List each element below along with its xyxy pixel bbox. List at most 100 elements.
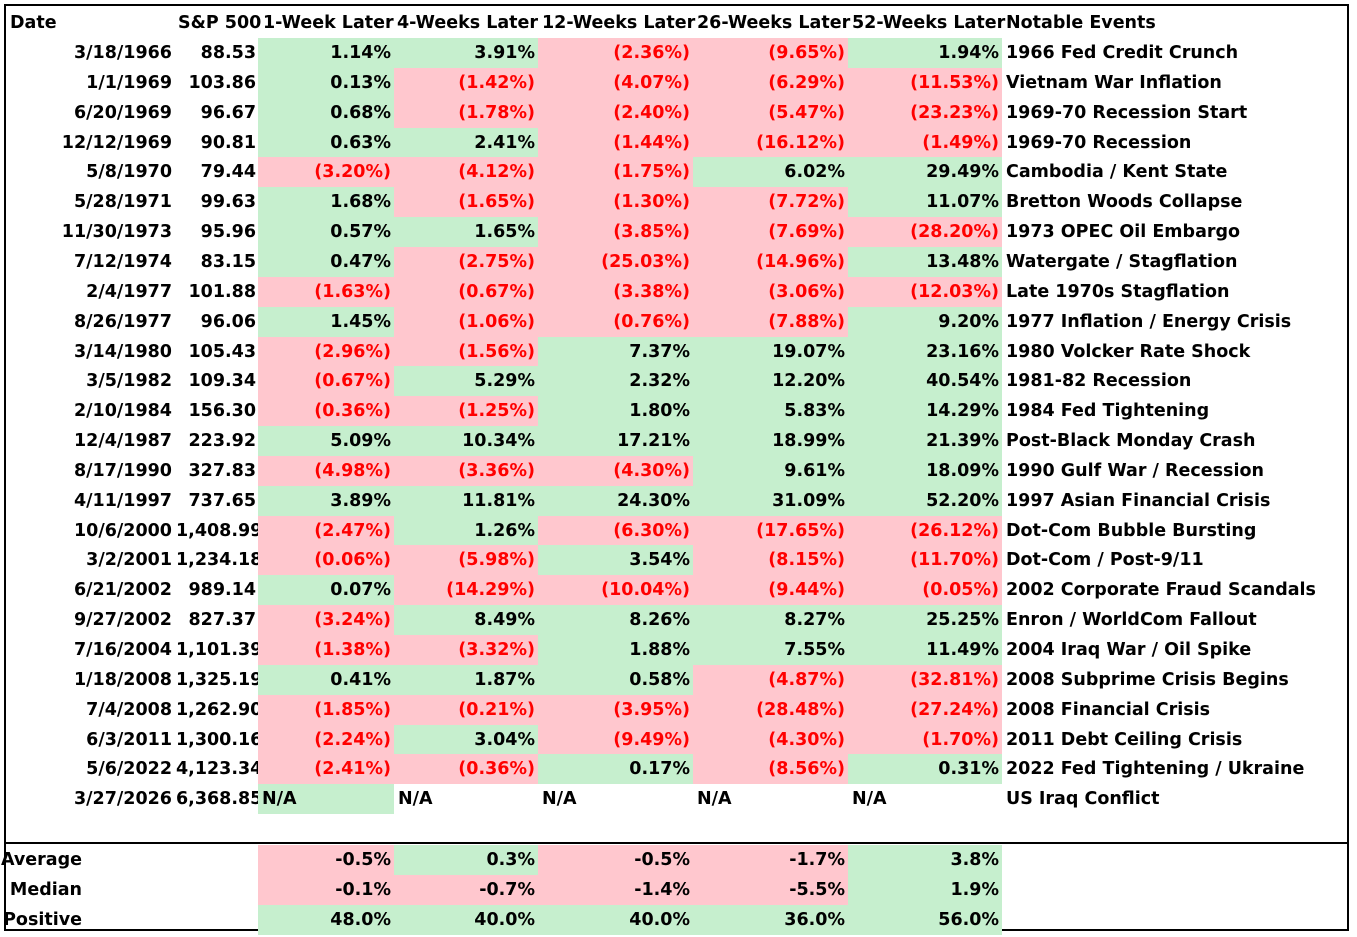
cell-w1: 0.47% — [258, 246, 394, 277]
cell-w1: (0.67%) — [258, 366, 394, 397]
table-row: 6/20/1969 96.67 0.68% (1.78%) (2.40%) (5.47%)… — [0, 97, 1357, 128]
cell-w52: (27.24%) — [848, 694, 1002, 725]
summary-w4: 0.3% — [394, 845, 538, 875]
cell-w26: 8.27% — [693, 605, 848, 636]
table-row: 1/1/1969 103.86 0.13% (1.42%) (4.07%) (6.29%)… — [0, 67, 1357, 98]
cell-event: US Iraq Conflict — [1006, 789, 1160, 810]
cell-date: 1/18/2008 — [73, 669, 172, 690]
cell-date: 5/28/1971 — [73, 192, 172, 213]
summary-w26: 36.0% — [693, 904, 848, 935]
cell-w52: 25.25% — [848, 605, 1002, 636]
cell-w1: (1.63%) — [258, 276, 394, 307]
cell-w4: (1.25%) — [394, 396, 538, 427]
cell-date: 7/12/1974 — [73, 251, 172, 272]
cell-date: 7/16/2004 — [73, 640, 172, 660]
cell-event: Bretton Woods Collapse — [1006, 192, 1243, 213]
cell-w52: 29.49% — [848, 157, 1002, 188]
cell-event: 1990 Gulf War / Recession — [1006, 460, 1264, 481]
cell-sp500: 1,408.99 — [176, 520, 263, 541]
summary-w12: 40.0% — [538, 904, 693, 935]
cell-w12: 1.80% — [538, 396, 693, 427]
cell-date: 6/3/2011 — [86, 729, 172, 750]
cell-date: 6/20/1969 — [73, 102, 172, 123]
table-row: 10/6/2000 1,408.99 (2.47%) 1.26% (6.30%) (17.… — [0, 515, 1357, 546]
table-row: 7/12/1974 83.15 0.47% (2.75%) (25.03%) (14.96… — [0, 246, 1357, 277]
cell-w4: (5.98%) — [394, 545, 538, 576]
cell-w26: 12.20% — [693, 366, 848, 397]
cell-w12: (0.76%) — [538, 306, 693, 337]
cell-w52: (1.70%) — [848, 724, 1002, 755]
cell-event: 2002 Corporate Fraud Scandals — [1006, 580, 1316, 601]
cell-w12: (6.30%) — [538, 515, 693, 546]
cell-w26: (8.15%) — [693, 545, 848, 576]
table-row: 1/18/2008 1,325.19 0.41% 1.87% 0.58% (4.87%)(… — [0, 664, 1357, 695]
cell-date: 1/1/1969 — [86, 72, 172, 93]
header-12-weeks: 12-Weeks Later — [542, 13, 696, 33]
table-row: 6/3/2011 1,300.16 (2.24%) 3.04% (9.49%) (4.30… — [0, 724, 1357, 755]
cell-w12: 1.88% — [538, 635, 693, 665]
table-row: 8/26/1977 96.06 1.45% (1.06%) (0.76%) (7.88%)… — [0, 306, 1357, 337]
cell-w26: (28.48%) — [693, 694, 848, 725]
cell-w26: (3.06%) — [693, 276, 848, 307]
cell-w26: (7.72%) — [693, 187, 848, 218]
cell-sp500: 1,234.18 — [176, 550, 263, 571]
cell-date: 2/4/1977 — [86, 281, 172, 302]
summary-w26: -1.7% — [693, 845, 848, 875]
table-row: 12/4/1987 223.92 5.09% 10.34% 17.21% 18.99% 21… — [0, 426, 1357, 457]
cell-event: 2008 Subprime Crisis Begins — [1006, 669, 1289, 690]
cell-w1: N/A — [258, 784, 394, 815]
cell-sp500: 156.30 — [188, 401, 256, 422]
cell-w12: (3.85%) — [538, 217, 693, 248]
cell-event: Cambodia / Kent State — [1006, 162, 1228, 183]
cell-w52: 14.29% — [848, 396, 1002, 427]
cell-date: 3/5/1982 — [86, 371, 172, 392]
table-row: 3/18/1966 88.53 1.14% 3.91% (2.36%) (9.65%) 1.… — [0, 38, 1357, 68]
cell-w52: (32.81%) — [848, 664, 1002, 695]
cell-w52: 21.39% — [848, 426, 1002, 457]
cell-date: 5/6/2022 — [86, 759, 172, 780]
summary-w4: 40.0% — [394, 904, 538, 935]
cell-w12: (3.38%) — [538, 276, 693, 307]
cell-event: Late 1970s Stagflation — [1006, 281, 1230, 302]
cell-date: 4/11/1997 — [73, 490, 172, 511]
cell-sp500: 6,368.85 — [176, 789, 263, 810]
cell-w4: 2.41% — [394, 127, 538, 158]
header-52-weeks: 52-Weeks Later — [852, 13, 1006, 33]
cell-w26: 5.83% — [693, 396, 848, 427]
cell-w52: (12.03%) — [848, 276, 1002, 307]
cell-w52: 23.16% — [848, 336, 1002, 367]
cell-w26: (9.65%) — [693, 38, 848, 68]
cell-w4: 3.91% — [394, 38, 538, 68]
summary-w1: 48.0% — [258, 904, 394, 935]
cell-w1: (2.96%) — [258, 336, 394, 367]
cell-event: 1997 Asian Financial Crisis — [1006, 490, 1271, 511]
header-sp500: S&P 500 — [178, 13, 262, 33]
cell-w1: 0.07% — [258, 575, 394, 606]
cell-w12: 3.54% — [538, 545, 693, 576]
cell-w4: (4.12%) — [394, 157, 538, 188]
cell-date: 3/14/1980 — [73, 341, 172, 362]
cell-sp500: 989.14 — [188, 580, 256, 601]
table-row: 6/21/2002 989.14 0.07% (14.29%) (10.04%) (9.4… — [0, 575, 1357, 606]
cell-date: 8/26/1977 — [73, 311, 172, 332]
summary-w52: 3.8% — [848, 845, 1002, 875]
cell-w12: 0.58% — [538, 664, 693, 695]
cell-w1: 3.89% — [258, 485, 394, 516]
cell-event: 1980 Volcker Rate Shock — [1006, 341, 1251, 362]
cell-sp500: 101.88 — [188, 281, 256, 302]
cell-w1: (2.47%) — [258, 515, 394, 546]
cell-w12: 0.17% — [538, 754, 693, 785]
header-date: Date — [10, 13, 57, 33]
cell-w26: (4.87%) — [693, 664, 848, 695]
cell-sp500: 99.63 — [200, 192, 256, 213]
cell-event: 1966 Fed Credit Crunch — [1006, 43, 1239, 63]
cell-w52: 18.09% — [848, 455, 1002, 486]
cell-sp500: 827.37 — [188, 610, 256, 631]
cell-w26: (6.29%) — [693, 67, 848, 98]
cell-w26: (14.96%) — [693, 246, 848, 277]
cell-date: 3/27/2026 — [73, 789, 172, 810]
summary-w1: -0.5% — [258, 845, 394, 875]
table-row: 5/8/1970 79.44 (3.20%) (4.12%) (1.75%) 6.02% 2… — [0, 157, 1357, 188]
cell-w12: (2.36%) — [538, 38, 693, 68]
